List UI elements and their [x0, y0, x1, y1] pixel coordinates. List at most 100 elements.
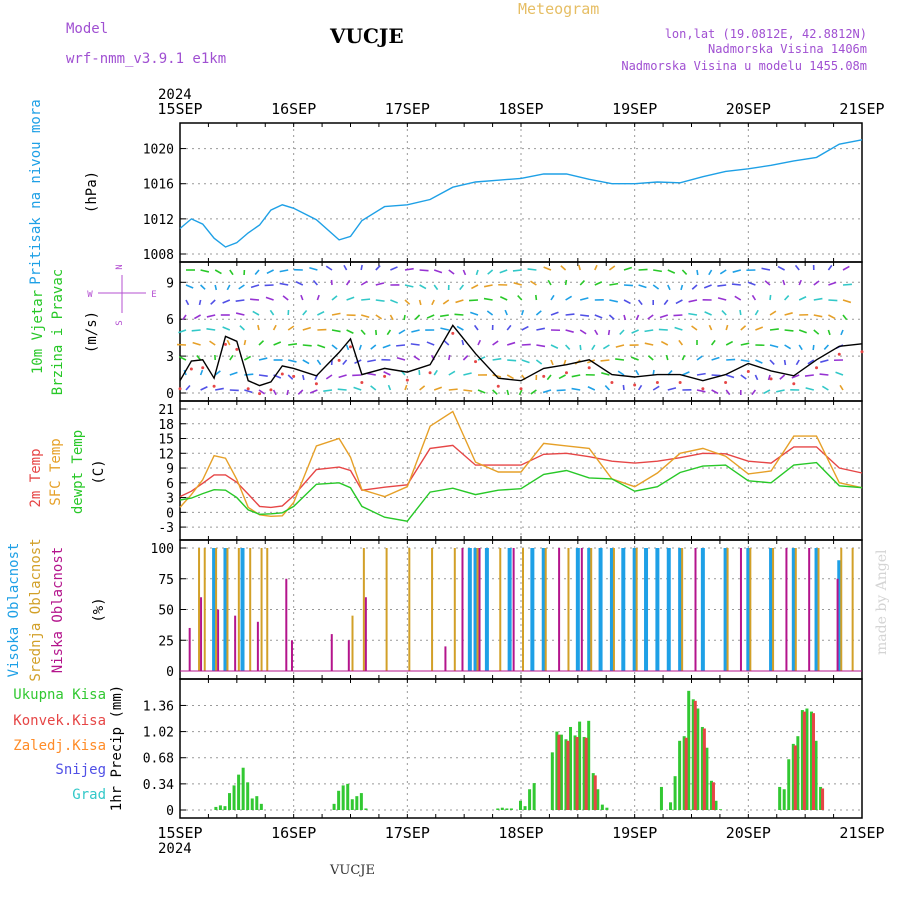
wind-barb [331, 329, 341, 333]
wind-barb [565, 344, 571, 350]
wind-barb [198, 299, 202, 306]
wind-barb [579, 297, 589, 301]
wind-barb [739, 309, 742, 316]
y-tick-label: 0 [166, 506, 174, 521]
wind-barb [638, 268, 648, 271]
wind-barb [297, 389, 304, 395]
wind-barb [483, 284, 493, 288]
wind-barb [602, 344, 610, 350]
precip-legend-item: Snijeg [55, 762, 106, 778]
precip-bar [259, 803, 263, 810]
wind-barb [842, 283, 852, 286]
model-altitude-label: Nadmorska Visina u modelu 1455.08m [621, 59, 867, 73]
wind-barb [499, 296, 508, 301]
wind-barb [404, 299, 411, 305]
wind-barb [594, 281, 603, 286]
wind-barb [506, 374, 514, 380]
precip-bar [496, 808, 500, 810]
wind-gust-point [837, 352, 841, 356]
wind-barb [591, 344, 596, 351]
wind-axis-label-2: Brzina i Pravac [50, 269, 66, 395]
wind-barb [681, 269, 688, 275]
wind-barb [609, 282, 619, 286]
wind-barb [820, 359, 829, 363]
wind-barb [819, 373, 829, 376]
day-label-top: 16SEP [271, 100, 316, 118]
wind-barb [273, 341, 282, 346]
station-title: VUCJE [329, 24, 404, 48]
wind-barb [769, 344, 779, 348]
wind-barb [673, 314, 683, 317]
wind-gust-point [405, 378, 409, 382]
pressure-unit-label: (hPa) [84, 171, 100, 213]
wind-barb [506, 324, 512, 331]
wind-gust-point [542, 374, 546, 378]
wind-barb [325, 374, 333, 380]
wind-barb [839, 384, 844, 391]
precip-bar [564, 739, 568, 810]
wind-barb [191, 329, 201, 332]
precip-bar [600, 804, 604, 810]
wind-gust-point [258, 392, 262, 396]
wind-barb [390, 266, 398, 271]
wind-barb [542, 389, 552, 394]
precip-bar [500, 807, 504, 810]
wind-barb [279, 269, 289, 273]
wind-barb [798, 296, 807, 301]
wind-barb [433, 369, 438, 376]
precip-bar [332, 803, 336, 810]
wind-barb [794, 264, 800, 271]
precip-legend-item: Ukupna Kisa [13, 687, 106, 703]
wind-barb [667, 269, 676, 274]
wind-barb [547, 279, 552, 286]
day-label-top: 20SEP [726, 100, 771, 118]
wind-barb [580, 314, 590, 317]
credit: made by Angel [874, 549, 890, 655]
wind-axis-label-1: 10m Vjetar [30, 290, 46, 374]
wind-barb [470, 311, 479, 316]
y-tick-label: 9 [166, 276, 174, 291]
wind-barb [317, 310, 325, 316]
wind-barb [550, 344, 559, 349]
y-tick-label: 1016 [143, 178, 174, 193]
wind-barb [594, 264, 598, 271]
temp-axis-label-3: dewpt Temp [70, 430, 86, 514]
wind-gust-point [655, 381, 659, 385]
day-label-bottom: 19SEP [612, 824, 657, 842]
wind-barb [323, 389, 333, 393]
wind-barb [821, 385, 829, 391]
wind-barb [331, 344, 338, 350]
wind-barb [726, 358, 736, 361]
wind-barb [550, 294, 555, 301]
wind-barb [550, 359, 554, 366]
cloud-unit-label: (%) [91, 597, 107, 622]
wind-barb [630, 356, 639, 361]
wind-barb [396, 356, 406, 361]
wind-barb [594, 314, 603, 319]
wind-barb [600, 359, 610, 362]
day-label-bottom: 21SEP [839, 824, 884, 842]
coords-label: lon,lat (19.0812E, 42.8812N) [665, 27, 867, 41]
wind-barb [740, 359, 750, 363]
wind-barb [550, 311, 559, 316]
wind-barb [345, 344, 350, 351]
wind-barb [226, 284, 231, 291]
wind-gust-point [633, 383, 637, 387]
wind-barb [536, 327, 546, 331]
wind-barb [813, 280, 820, 286]
wind-barb [805, 387, 815, 391]
cloud-axis-label-2: Srednja Oblacnost [28, 538, 44, 681]
precip-bar [350, 799, 354, 810]
model-name: wrf-nmm_v3.9.1 e1km [66, 51, 226, 67]
wind-barb [325, 265, 333, 271]
wind-barb [659, 314, 669, 319]
wind-barb [300, 294, 304, 301]
wind-barb [462, 355, 469, 361]
wind-barb [331, 312, 341, 316]
wind-barb [487, 269, 494, 275]
precip-legend-item: Konvek.Kisa [13, 713, 106, 729]
wind-barb [360, 280, 368, 286]
precip-bar [796, 736, 800, 810]
wind-barb [439, 314, 449, 318]
precip-bar [341, 785, 345, 810]
